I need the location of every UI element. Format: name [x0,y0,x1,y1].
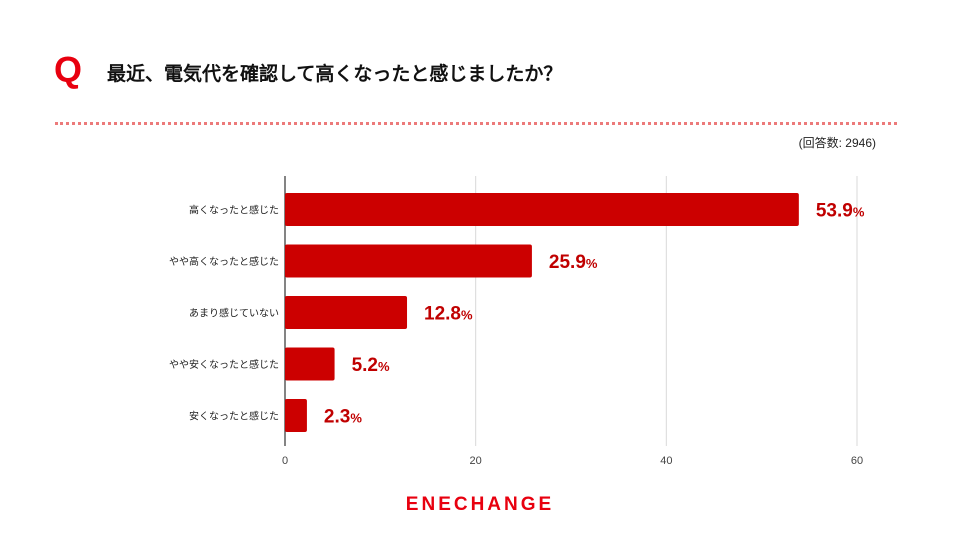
percent-unit: % [853,205,865,220]
category-label: 高くなったと感じた [189,204,279,217]
value-label: 2.3% [324,407,362,428]
bar [285,296,408,329]
respondent-count: (回答数: 2946) [798,136,876,150]
x-tick-label: 0 [282,455,288,467]
value-label: 5.2% [352,355,390,376]
percent-unit: % [586,256,598,271]
category-label: やや高くなったと感じた [169,255,279,268]
percent-unit: % [378,359,390,374]
category-label: 安くなったと感じた [189,410,279,423]
question-mark-label: Q [54,49,83,90]
dotted-divider [55,122,897,125]
percent-unit: % [350,411,362,426]
value-label: 25.9% [549,252,598,273]
x-tick-label: 40 [660,455,672,467]
bar [285,347,335,381]
value-label: 12.8% [424,304,473,325]
percent-unit: % [461,308,473,323]
value-label: 53.9% [816,201,865,222]
category-label: やや安くなったと感じた [169,358,279,371]
category-label: あまり感じていない [189,307,279,320]
brand-logo: ENECHANGE [405,494,555,515]
bar [285,193,799,226]
question-title: 最近、電気代を確認して高くなったと感じましたか？ [107,63,563,85]
x-tick-label: 60 [851,455,863,467]
x-tick-label: 20 [470,455,482,467]
bar [285,399,307,432]
bar [285,244,532,278]
